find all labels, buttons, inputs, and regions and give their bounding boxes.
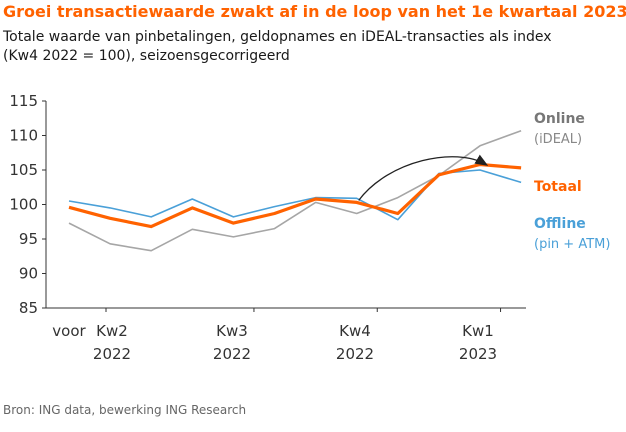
y-tick-label: 105 [9,161,38,179]
x-tick-label: Kw1 [462,322,494,340]
series-line-online [68,129,522,252]
y-tick-label: 115 [9,92,38,110]
y-tick-label: 85 [19,299,38,317]
x-tick-label: 2023 [459,345,497,363]
x-tick-label: 2022 [213,345,251,363]
x-tick-label: Kw2 [96,322,128,340]
series-label-offline: Offline [534,216,586,232]
y-tick-label: 100 [9,196,38,214]
y-tick-label: 90 [19,265,38,283]
series-label-online: Online [534,111,585,127]
x-tick-label: Kw3 [216,322,248,340]
series-line-totaal [68,162,522,229]
series-label-totaal: Totaal [534,179,582,195]
series-sublabel-offline: (pin + ATM) [534,237,610,252]
subtitle-line-2: (Kw4 2022 = 100), seizoensgecorrigeerd [3,48,290,64]
subtitle-line-1: Totale waarde van pinbetalingen, geldopn… [3,29,552,45]
series-sublabel-online: (iDEAL) [534,132,582,147]
chart-title: Groei transactiewaarde zwakt af in de lo… [3,2,626,21]
x-tick-label: 2022 [93,345,131,363]
y-tick-label: 110 [9,127,38,145]
y-tick-label: 95 [19,230,38,248]
series-line-offline [68,169,522,221]
source-note: Bron: ING data, bewerking ING Research [3,403,247,417]
chart-subtitle: Totale waarde van pinbetalingen, geldopn… [3,28,623,66]
x-tick-label: 2022 [336,345,374,363]
trend-arrow [358,154,489,201]
x-tick-label: voor [52,322,86,340]
x-tick-label: Kw4 [339,322,371,340]
